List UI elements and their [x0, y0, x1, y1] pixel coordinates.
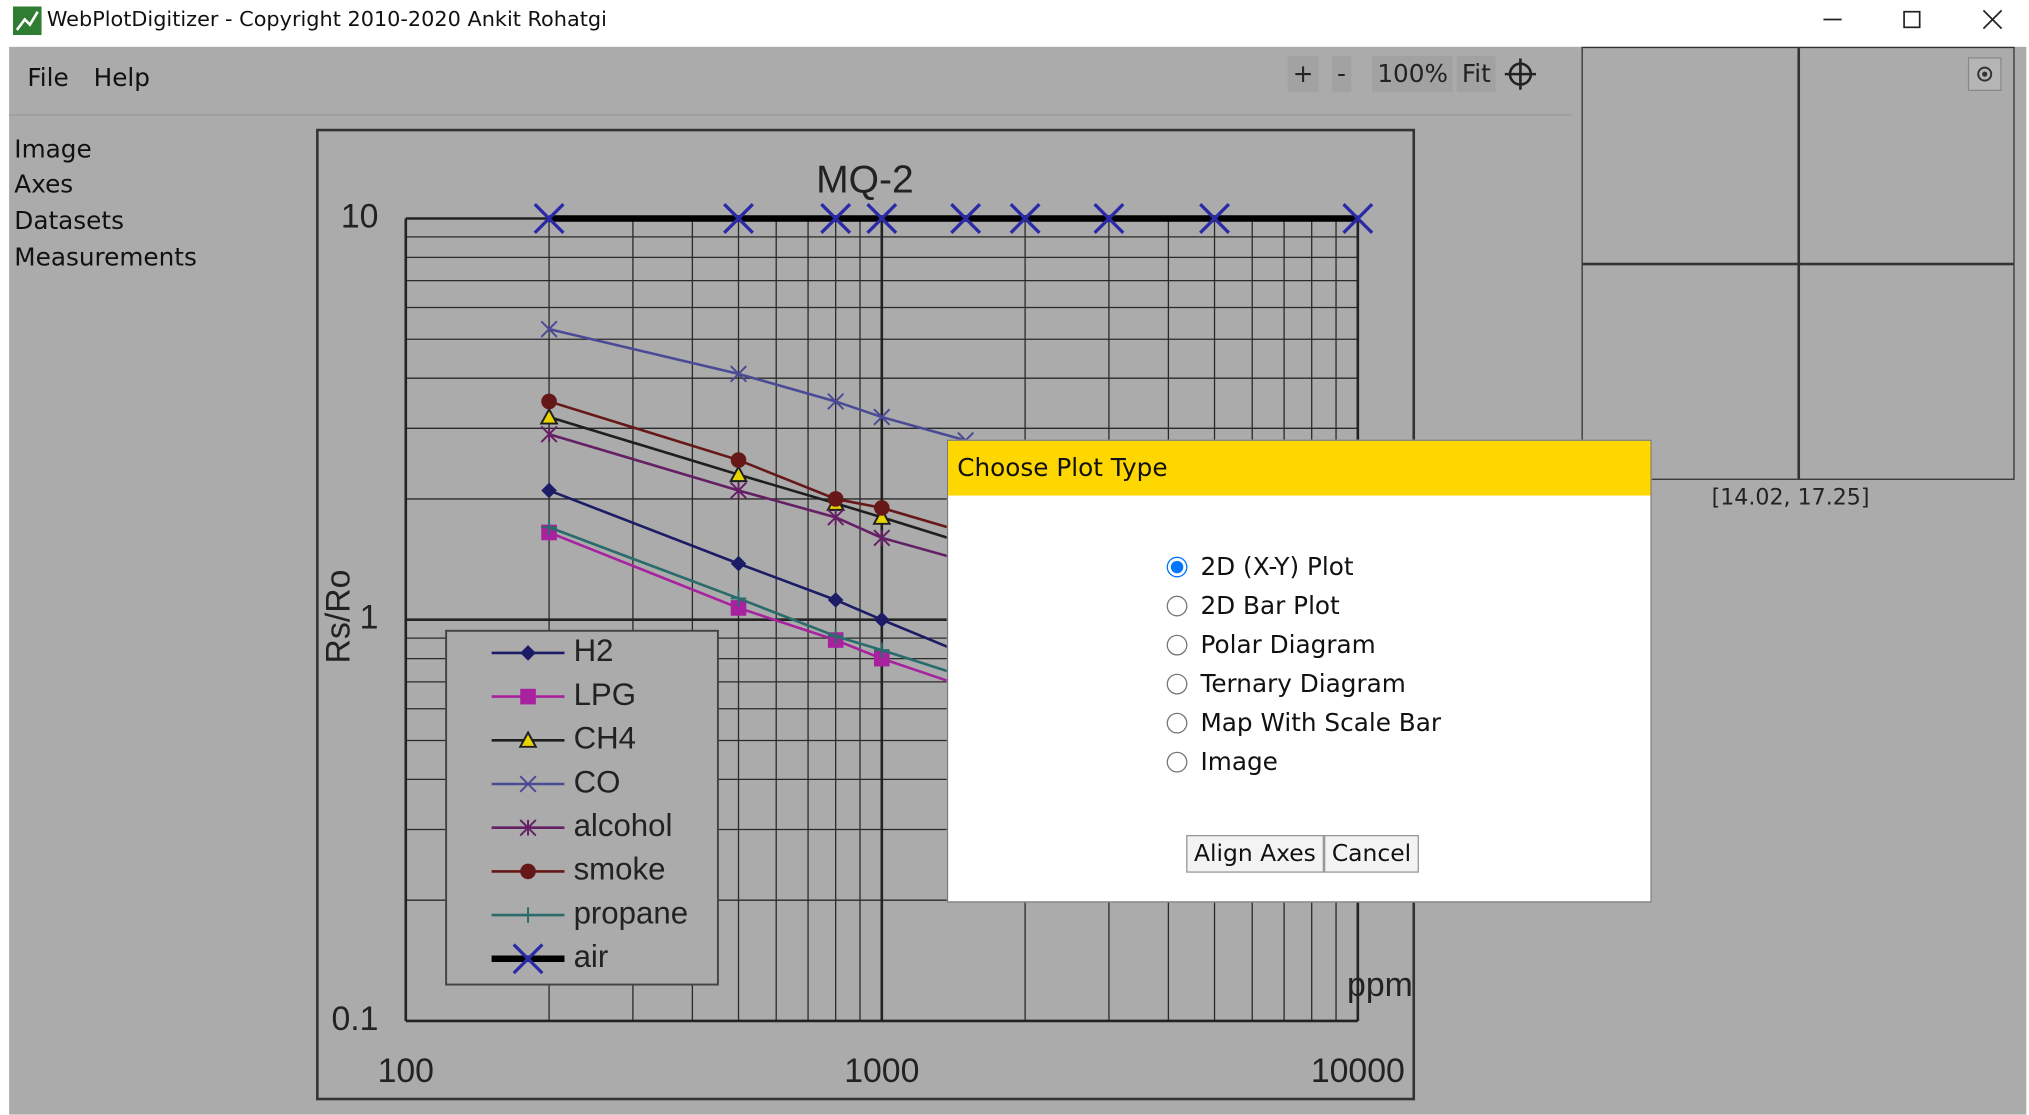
plot-type-option[interactable]: Map With Scale Bar — [1167, 709, 1441, 738]
legend-label: air — [574, 939, 609, 974]
zoom-crosshair — [1583, 263, 2013, 266]
legend-label: alcohol — [574, 808, 673, 843]
y-tick-label: 1 — [360, 599, 379, 637]
x-tick-label: 100 — [378, 1052, 434, 1090]
marker — [541, 409, 557, 423]
legend: H2 LPG CH4 CO alcohol smoke propane air — [446, 631, 718, 985]
cursor-coordinates: [14.02, 17.25] — [1712, 485, 1870, 511]
marker — [731, 452, 747, 468]
legend-label: CH4 — [574, 721, 636, 756]
plot-type-option[interactable]: Ternary Diagram — [1167, 670, 1406, 699]
x-tick-label: 1000 — [844, 1052, 919, 1090]
y-tick-label: 0.1 — [331, 1000, 378, 1038]
marker — [828, 510, 844, 526]
radio-button[interactable] — [1167, 596, 1188, 617]
series-line — [549, 417, 966, 543]
marker — [541, 483, 557, 499]
radio-button[interactable] — [1167, 635, 1188, 656]
x-tick-label: 10000 — [1311, 1052, 1405, 1090]
option-label: Polar Diagram — [1200, 631, 1375, 660]
plot-type-option[interactable]: Polar Diagram — [1167, 631, 1376, 660]
series-line — [549, 434, 966, 561]
dialog-header: Choose Plot Type — [948, 441, 1650, 496]
plot-type-option[interactable]: 2D (X-Y) Plot — [1167, 553, 1354, 582]
radio-button[interactable] — [1167, 674, 1188, 695]
option-label: Map With Scale Bar — [1200, 709, 1441, 738]
marker — [874, 500, 890, 516]
marker — [520, 864, 536, 880]
marker — [731, 556, 747, 572]
legend-label: LPG — [574, 677, 636, 712]
page: WebPlotDigitizer - Copyright 2010-2020 A… — [0, 0, 2029, 1111]
cancel-button[interactable]: Cancel — [1324, 835, 1419, 873]
marker — [541, 394, 557, 410]
dialog-title: Choose Plot Type — [957, 454, 1167, 483]
radio-button[interactable] — [1167, 557, 1188, 578]
plot-type-option[interactable]: 2D Bar Plot — [1167, 592, 1340, 621]
y-tick-label: 10 — [341, 197, 379, 235]
marker — [731, 483, 747, 499]
marker — [520, 689, 536, 705]
radio-button[interactable] — [1167, 752, 1188, 773]
marker — [828, 491, 844, 507]
settings-button[interactable] — [1968, 57, 2002, 91]
option-label: Image — [1200, 748, 1277, 777]
marker — [874, 530, 890, 546]
marker — [874, 612, 890, 628]
align-axes-button[interactable]: Align Axes — [1186, 835, 1324, 873]
series-line — [549, 401, 966, 532]
zoom-panel — [1582, 47, 2015, 480]
series-line — [549, 329, 966, 440]
radio-button[interactable] — [1167, 713, 1188, 734]
dialog: Choose Plot Type Align Axes Cancel 2D (X… — [947, 440, 1652, 903]
app: WebPlotDigitizer - Copyright 2010-2020 A… — [0, 0, 2029, 1111]
option-label: 2D (X-Y) Plot — [1200, 553, 1353, 582]
option-label: Ternary Diagram — [1200, 670, 1405, 699]
marker — [541, 426, 557, 442]
y-axis-label: Rs/Ro — [320, 570, 358, 664]
plot-type-option[interactable]: Image — [1167, 748, 1278, 777]
legend-label: H2 — [574, 633, 614, 668]
legend-label: smoke — [574, 852, 666, 887]
option-label: 2D Bar Plot — [1200, 592, 1339, 621]
legend-label: propane — [574, 895, 689, 930]
chart-title: MQ-2 — [816, 158, 914, 201]
marker — [828, 592, 844, 608]
legend-label: CO — [574, 764, 621, 799]
